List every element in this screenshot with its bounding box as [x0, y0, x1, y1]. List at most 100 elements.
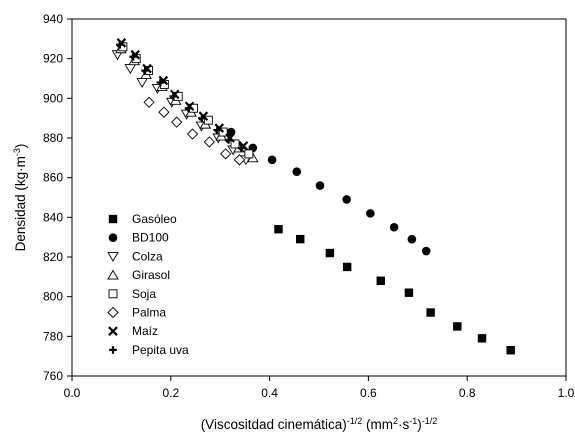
- axis-title-superscript: -3: [12, 148, 22, 156]
- data-point: [292, 167, 302, 177]
- legend-marker: [107, 306, 119, 319]
- legend-entry-palma: Palma: [107, 306, 166, 320]
- x-tick-label: 0.4: [261, 386, 278, 400]
- data-point: [325, 248, 335, 258]
- data-point: [342, 262, 352, 272]
- legend-marker: [108, 233, 118, 242]
- legend-label: Maíz: [132, 324, 158, 338]
- data-point: [141, 66, 149, 75]
- axes: 0.0 0.2 0.4 0.6 0.8 1.0 760 780 800 820 840 860 880 9…: [43, 12, 575, 400]
- y-tick-label: 900: [43, 91, 63, 105]
- data-point: [453, 322, 462, 331]
- data-point: [213, 126, 222, 134]
- data-point: [136, 78, 148, 88]
- legend: Gasóleo BD100 Colza Girasol Soja Palma Maíz Pep…: [107, 212, 189, 357]
- data-point: [219, 148, 232, 160]
- data-point: [237, 144, 246, 152]
- legend-label: Soja: [132, 287, 156, 301]
- y-tick-label: 860: [43, 171, 63, 185]
- data-point: [366, 209, 375, 218]
- y-tick-label: 760: [43, 369, 63, 383]
- plot-frame: [71, 18, 567, 377]
- legend-entry-maiz: Maíz: [108, 324, 158, 338]
- data-point: [267, 155, 277, 165]
- legend-marker: [108, 326, 118, 336]
- axis-title-part: (mm: [362, 417, 393, 432]
- axis-title-superscript: -1/2: [347, 416, 363, 426]
- data-point: [477, 334, 487, 343]
- legend-marker: [109, 346, 117, 354]
- data-point: [203, 136, 215, 148]
- axis-title-part: ): [417, 417, 422, 432]
- legend-entry-colza: Colza: [107, 249, 163, 263]
- y-tick-label: 940: [43, 12, 63, 26]
- legend-entry-bd100: BD100: [108, 231, 169, 245]
- data-point: [233, 154, 246, 166]
- legend-marker: [108, 214, 118, 224]
- data-point: [143, 96, 155, 108]
- data-point: [230, 139, 240, 149]
- data-point: [244, 149, 254, 159]
- series-colza: [111, 50, 252, 166]
- axis-title-part: (Viscositdad cinemática): [201, 417, 347, 432]
- legend-label: Colza: [132, 249, 163, 263]
- x-axis-title: (Viscositdad cinemática)-1/2 (mm2·s-1)-1…: [201, 416, 438, 432]
- legend-label: Gasóleo: [132, 212, 177, 226]
- data-point: [116, 40, 124, 49]
- legend-entry-soja: Soja: [108, 287, 156, 301]
- data-point: [342, 195, 351, 204]
- y-tick-label: 800: [43, 290, 63, 304]
- y-tick-label: 780: [43, 329, 63, 343]
- series-palma: [143, 96, 246, 166]
- data-point: [203, 115, 213, 125]
- legend-marker: [108, 289, 118, 299]
- data-point: [389, 222, 399, 232]
- series-pepita-uva: [116, 40, 246, 152]
- data-point: [421, 246, 431, 256]
- series-gasoleo: [274, 225, 515, 355]
- legend-marker: [107, 269, 119, 280]
- data-point: [171, 116, 183, 128]
- legend-marker: [107, 251, 119, 262]
- data-point: [407, 234, 417, 244]
- x-tick-label: 0.0: [64, 386, 81, 400]
- data-point: [404, 288, 414, 297]
- data-point: [156, 78, 165, 87]
- data-point: [184, 104, 193, 113]
- axis-title-superscript: -1: [409, 416, 417, 426]
- data-point: [169, 92, 178, 101]
- y-tick-label: 820: [43, 250, 63, 264]
- y-tick-label: 920: [43, 52, 63, 66]
- legend-label: BD100: [132, 231, 169, 245]
- data-point: [224, 136, 233, 144]
- data-point: [158, 106, 170, 118]
- data-point: [129, 52, 138, 61]
- axis-title-superscript: -1/2: [422, 416, 438, 426]
- axis-title-part: ): [13, 144, 28, 149]
- data-point: [426, 308, 435, 317]
- axis-title-part: Densidad (kg·m: [13, 156, 28, 251]
- legend-entry-pepita-uva: Pepita uva: [109, 343, 189, 357]
- legend-label: Girasol: [132, 268, 170, 282]
- x-tick-label: 1.0: [558, 386, 575, 400]
- series-bd100: [226, 127, 431, 256]
- legend-entry-girasol: Girasol: [107, 268, 170, 282]
- data-point: [506, 346, 515, 355]
- data-point: [124, 64, 137, 75]
- axis-title-part: ·s: [398, 417, 409, 432]
- plot-area: [111, 38, 515, 355]
- data-point: [315, 181, 325, 190]
- legend-label: Palma: [132, 306, 166, 320]
- y-tick-label: 880: [43, 131, 63, 145]
- legend-entry-gasoleo: Gasóleo: [108, 212, 177, 226]
- y-tick-label: 840: [43, 210, 63, 224]
- x-tick-label: 0.2: [162, 386, 179, 400]
- data-point: [274, 225, 283, 234]
- y-axis-title: Densidad (kg·m-3): [12, 144, 28, 252]
- data-point: [296, 234, 305, 244]
- series-maiz: [116, 38, 249, 151]
- legend-label: Pepita uva: [132, 343, 189, 357]
- axis-title-superscript: 2: [393, 416, 398, 426]
- data-point: [376, 276, 385, 285]
